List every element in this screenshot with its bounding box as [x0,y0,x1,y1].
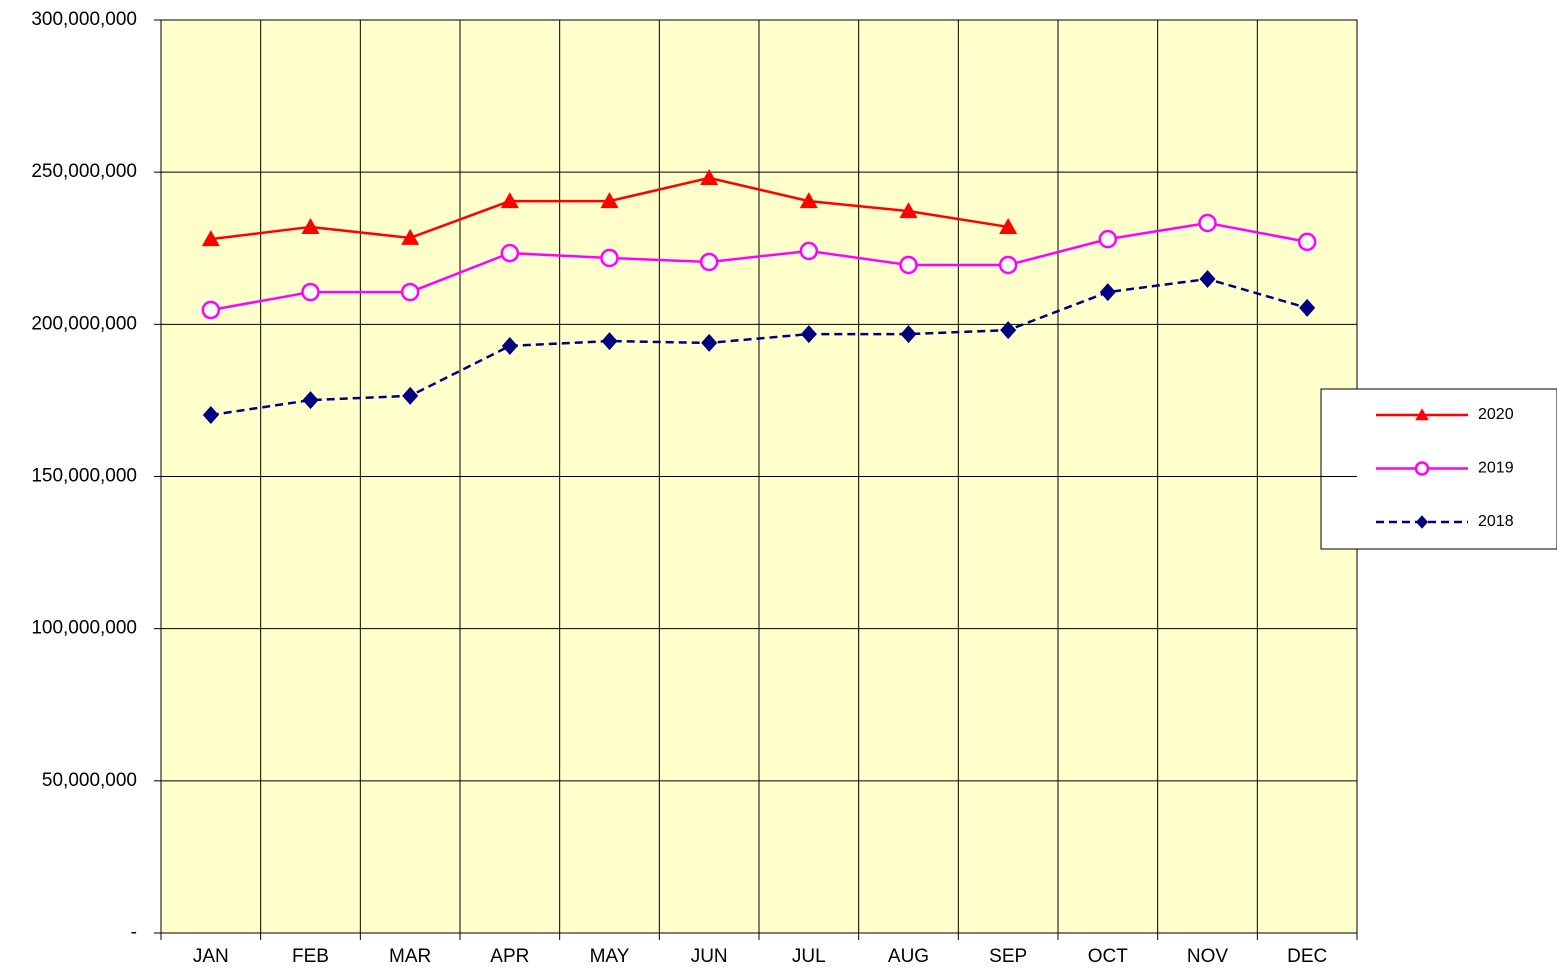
x-tick-label: JAN [193,946,229,967]
marker [500,192,519,209]
marker [1000,321,1017,340]
marker [501,336,518,355]
marker [699,252,719,272]
marker [301,217,320,234]
marker [301,282,320,302]
legend-marker [1416,515,1428,529]
y-tick-label: 150,000,000 [31,466,137,487]
legend-label: 2019 [1478,460,1514,477]
y-tick-label: 300,000,000 [31,9,137,30]
legend-label: 2020 [1478,406,1514,423]
marker [899,255,918,275]
y-tick-label: 100,000,000 [31,618,137,639]
marker [999,217,1018,234]
x-tick-label: JUN [691,946,728,967]
marker [799,192,818,209]
x-tick-label: NOV [1187,946,1229,967]
marker [1098,229,1118,249]
marker [201,300,221,320]
x-tick-label: FEB [292,946,329,967]
marker [799,241,819,261]
series-line [210,277,1308,417]
marker [1299,298,1316,317]
marker [899,202,918,219]
x-tick-label: MAR [389,946,431,967]
x-tick-label: OCT [1088,946,1129,967]
marker [600,192,619,209]
marker [400,282,420,302]
x-tick-label: APR [490,946,529,967]
marker [500,243,520,263]
y-tick-label: 50,000,000 [42,770,137,791]
marker [1099,283,1116,302]
x-tick-label: MAY [590,946,630,967]
marker [900,325,917,344]
marker [701,333,718,352]
marker [201,230,220,247]
marker [202,406,219,425]
legend-marker [1414,461,1430,476]
marker [800,325,817,344]
marker [998,255,1018,275]
series-line [210,221,1308,312]
marker [302,391,319,410]
marker [402,386,419,405]
legend-marker [1415,408,1429,421]
marker [401,228,420,245]
marker [601,332,618,351]
marker [1297,232,1317,252]
marker [600,248,619,268]
marker [1199,269,1216,288]
marker [1198,213,1217,233]
x-tick-label: DEC [1287,946,1327,967]
x-tick-label: JUL [792,946,826,967]
legend: 2020 2019 2018 [1376,406,1514,530]
y-tick-label: 200,000,000 [31,313,137,334]
x-tick-label: AUG [888,946,929,967]
legend-label: 2018 [1478,513,1514,530]
x-tick-label: SEP [989,946,1027,967]
marker [700,168,719,185]
y-tick-label: - [131,922,137,943]
y-tick-label: 250,000,000 [31,161,137,182]
